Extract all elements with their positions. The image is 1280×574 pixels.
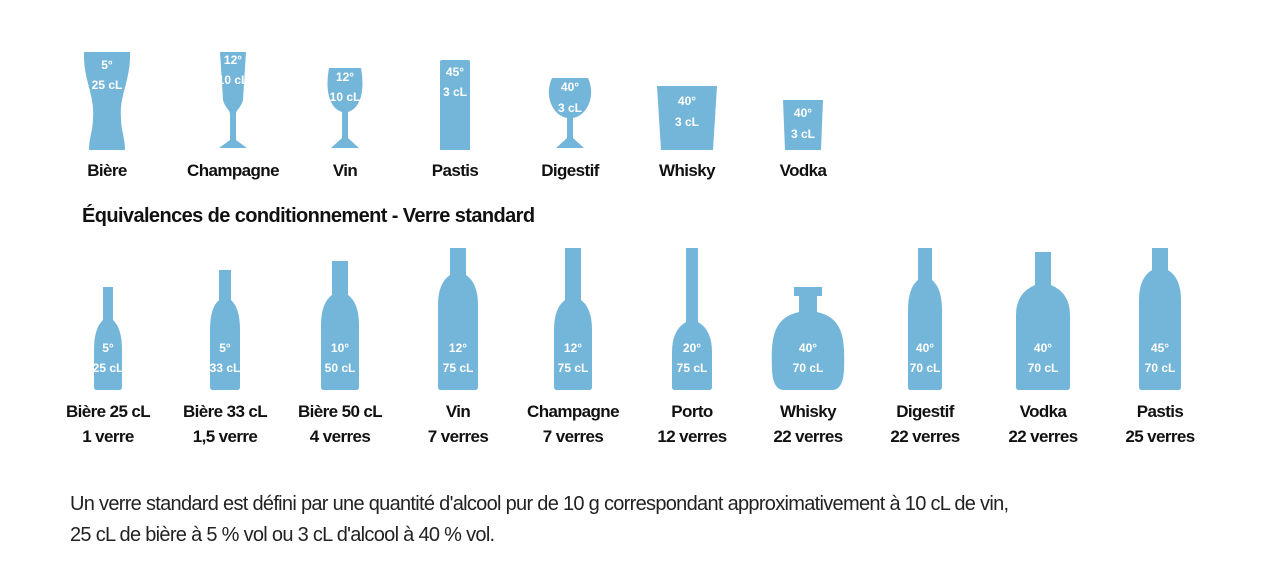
bottle-equivalence: 22 verres xyxy=(890,427,959,446)
bottle-degree: 40° xyxy=(1034,341,1052,355)
bottle-equivalence: 22 verres xyxy=(773,427,842,446)
glass-volume: 3 cL xyxy=(558,101,582,115)
bottle-label: Whisky xyxy=(780,402,837,421)
bottle-label: Vodka xyxy=(1020,402,1068,421)
glass-degree: 12° xyxy=(224,53,242,67)
bottle-volume: 50 cL xyxy=(325,361,356,375)
glass-icon xyxy=(327,68,363,148)
bottle-equivalence: 12 verres xyxy=(657,427,726,446)
glass-label: Bière xyxy=(87,161,127,180)
bottle-equivalence: 4 verres xyxy=(310,427,371,446)
bottle-icon xyxy=(210,270,240,390)
bottle-volume: 70 cL xyxy=(793,361,824,375)
glass-icon xyxy=(783,100,823,150)
bottle-icon xyxy=(554,248,592,390)
bottle-degree: 20° xyxy=(683,341,701,355)
glass-icon xyxy=(83,52,131,150)
footnote-line: 25 cL de bière à 5 % vol ou 3 cL d'alcoo… xyxy=(70,524,494,546)
glass-label: Pastis xyxy=(432,161,479,180)
glass-icon xyxy=(548,78,592,148)
bottle-equivalence: 7 verres xyxy=(428,427,489,446)
bottle-volume: 33 cL xyxy=(210,361,241,375)
glass-volume: 10 cL xyxy=(218,73,249,87)
bottle-degree: 40° xyxy=(799,341,817,355)
bottle-icon xyxy=(908,248,942,390)
bottle-volume: 75 cL xyxy=(558,361,589,375)
glass-degree: 5° xyxy=(101,58,113,72)
bottle-volume: 70 cL xyxy=(1145,361,1176,375)
glass-degree: 12° xyxy=(336,70,354,84)
section-title: Équivalences de conditionnement - Verre … xyxy=(82,204,534,227)
bottle-icon xyxy=(1139,248,1181,390)
bottle-degree: 40° xyxy=(916,341,934,355)
glass-volume: 3 cL xyxy=(443,85,467,99)
glass-label: Vin xyxy=(333,161,358,180)
bottle-degree: 10° xyxy=(331,341,349,355)
glass-degree: 40° xyxy=(678,94,696,108)
bottle-equivalence: 1,5 verre xyxy=(193,427,258,446)
bottle-equivalence: 25 verres xyxy=(1125,427,1194,446)
glass-degree: 45° xyxy=(446,65,464,79)
glass-icon xyxy=(219,52,247,148)
bottle-label: Champagne xyxy=(527,402,619,421)
bottle-label: Bière 33 cL xyxy=(183,402,267,421)
bottle-label: Digestif xyxy=(896,402,954,421)
bottle-degree: 5° xyxy=(219,341,231,355)
bottle-degree: 5° xyxy=(102,341,114,355)
bottle-icon xyxy=(672,248,712,390)
bottle-degree: 45° xyxy=(1151,341,1169,355)
bottle-label: Bière 50 cL xyxy=(298,402,382,421)
bottle-volume: 25 cL xyxy=(93,361,124,375)
glass-label: Digestif xyxy=(541,161,599,180)
glass-label: Whisky xyxy=(659,161,716,180)
bottle-icon xyxy=(438,248,478,390)
bottle-label: Bière 25 cL xyxy=(66,402,150,421)
bottle-label: Porto xyxy=(671,402,713,421)
glass-volume: 10 cL xyxy=(330,90,361,104)
bottle-icon xyxy=(1016,252,1070,390)
bottle-icon xyxy=(771,287,845,390)
bottle-label: Vin xyxy=(446,402,471,421)
glass-label: Vodka xyxy=(780,161,828,180)
glass-volume: 3 cL xyxy=(675,115,699,129)
glass-icon xyxy=(440,60,470,150)
bottle-volume: 70 cL xyxy=(910,361,941,375)
glass-volume: 25 cL xyxy=(92,78,123,92)
glass-degree: 40° xyxy=(561,80,579,94)
bottle-equivalence: 1 verre xyxy=(82,427,134,446)
bottle-icon xyxy=(321,261,359,390)
bottle-equivalence: 22 verres xyxy=(1008,427,1077,446)
bottle-volume: 70 cL xyxy=(1028,361,1059,375)
glass-volume: 3 cL xyxy=(791,127,815,141)
footnote-line: Un verre standard est défini par une qua… xyxy=(70,493,1008,515)
glass-icon xyxy=(657,86,717,150)
bottle-volume: 75 cL xyxy=(443,361,474,375)
bottle-degree: 12° xyxy=(449,341,467,355)
bottle-icon xyxy=(94,287,122,390)
bottle-degree: 12° xyxy=(564,341,582,355)
glass-label: Champagne xyxy=(187,161,279,180)
bottle-volume: 75 cL xyxy=(677,361,708,375)
bottle-equivalence: 7 verres xyxy=(543,427,604,446)
glass-degree: 40° xyxy=(794,106,812,120)
bottle-label: Pastis xyxy=(1137,402,1184,421)
